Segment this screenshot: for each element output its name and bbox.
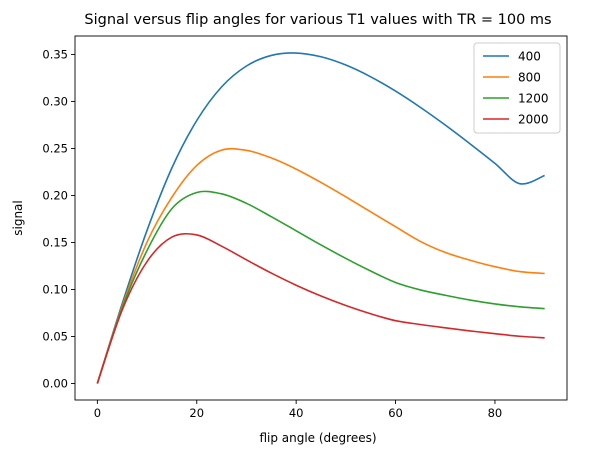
y-tick-label: 0.05 (42, 329, 68, 343)
y-tick-label: 0.35 (42, 47, 68, 61)
y-tick-label: 0.30 (42, 94, 68, 108)
y-axis-label: signal (11, 200, 25, 236)
x-tick-label: 20 (189, 406, 204, 420)
series-line-1200 (96, 190, 545, 384)
y-tick-label: 0.10 (42, 282, 68, 296)
series-line-400 (96, 52, 545, 384)
legend-label-800: 800 (518, 71, 541, 85)
x-tick-label: 40 (289, 406, 304, 420)
y-axis: 0.00 0.05 0.10 0.15 0.20 0.25 0.30 0.35 (42, 47, 75, 390)
legend: 400 800 1200 2000 (473, 42, 561, 134)
legend-label-2000: 2000 (518, 113, 549, 127)
legend-box (473, 42, 561, 134)
y-tick-label: 0.25 (42, 141, 68, 155)
x-tick-label: 60 (388, 406, 403, 420)
legend-label-400: 400 (518, 50, 541, 64)
x-tick-label: 0 (94, 406, 101, 420)
y-tick-label: 0.20 (42, 188, 68, 202)
series-layer (96, 52, 545, 384)
legend-label-1200: 1200 (518, 92, 549, 106)
x-axis: 0 20 40 60 80 (94, 400, 503, 420)
y-tick-label: 0.00 (42, 376, 68, 390)
x-tick-label: 80 (488, 406, 503, 420)
plot-frame (74, 35, 568, 401)
y-tick-label: 0.15 (42, 235, 68, 249)
series-line-2000 (96, 232, 545, 384)
chart-title: Signal versus flip angles for various T1… (84, 12, 551, 28)
series-line-800 (96, 147, 545, 384)
axes-layer (74, 35, 568, 401)
x-axis-label: flip angle (degrees) (259, 431, 376, 445)
